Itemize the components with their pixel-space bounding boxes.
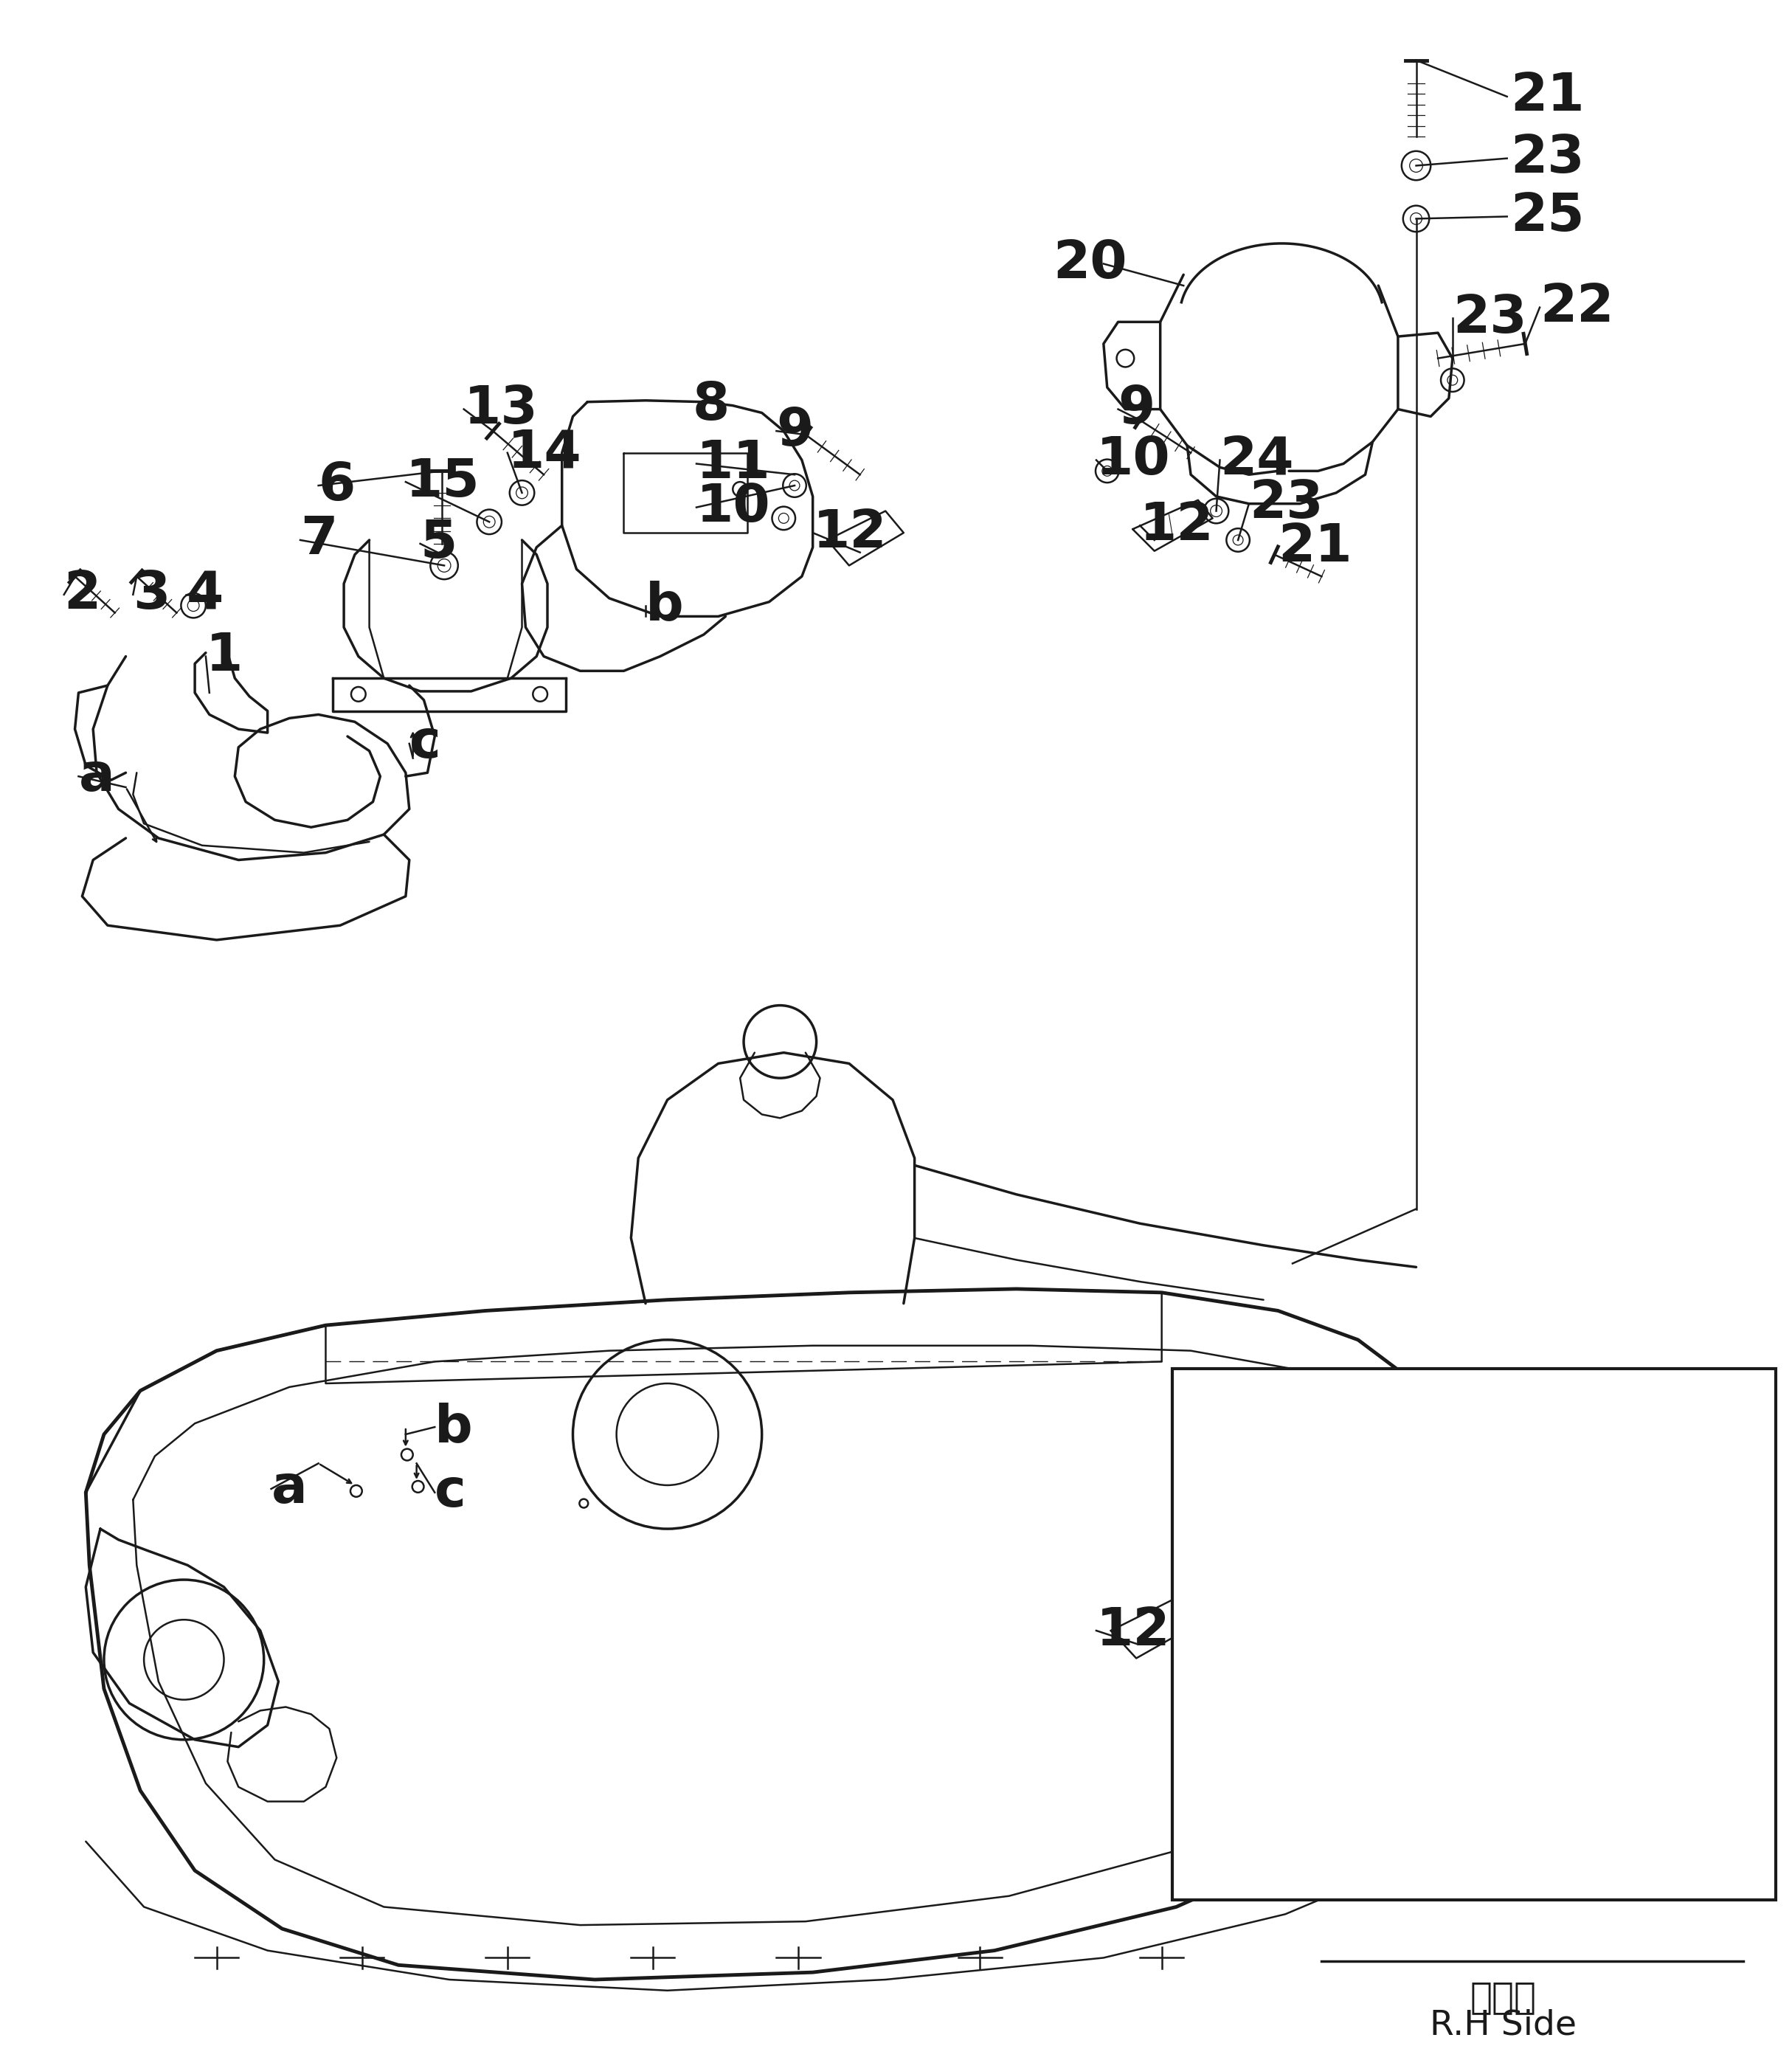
Text: 12: 12	[1097, 1606, 1170, 1655]
Text: 12: 12	[1140, 499, 1215, 550]
Text: 16: 16	[1620, 1561, 1693, 1612]
Text: 6: 6	[319, 460, 355, 512]
Text: 22: 22	[1539, 282, 1615, 333]
Text: a: a	[79, 751, 115, 802]
Text: 11: 11	[697, 438, 771, 489]
Text: 19: 19	[1620, 1508, 1693, 1557]
Text: c: c	[435, 1467, 466, 1518]
Text: 4: 4	[186, 569, 224, 620]
Text: 21: 21	[1278, 522, 1353, 573]
Text: 24: 24	[1220, 434, 1294, 485]
Text: 1: 1	[206, 630, 244, 681]
Text: 10: 10	[1220, 1565, 1294, 1616]
Text: 8: 8	[1656, 1641, 1693, 1692]
Text: 7: 7	[301, 516, 337, 565]
Text: 8: 8	[694, 381, 729, 432]
Text: 25: 25	[1511, 190, 1584, 241]
Text: 10: 10	[697, 483, 771, 532]
Text: 10: 10	[1097, 434, 1170, 485]
Text: 14: 14	[507, 428, 582, 479]
Text: 23: 23	[1249, 479, 1322, 530]
Text: 2: 2	[65, 569, 100, 620]
Text: 12: 12	[814, 507, 887, 559]
Text: R.H Side: R.H Side	[1430, 2009, 1577, 2042]
Text: 13: 13	[1652, 1817, 1727, 1866]
Text: b: b	[645, 579, 685, 630]
Text: 15: 15	[1423, 1833, 1498, 1884]
Bar	[1172, 1369, 1776, 1899]
Text: 18: 18	[1620, 1453, 1693, 1504]
Text: 右　側: 右 側	[1469, 1981, 1536, 2015]
Text: 23: 23	[1511, 133, 1584, 184]
Text: 13: 13	[464, 385, 538, 434]
Text: b: b	[435, 1402, 473, 1453]
Text: 17: 17	[1584, 1402, 1658, 1453]
Text: 20: 20	[1052, 237, 1127, 288]
Text: 9: 9	[776, 405, 814, 456]
Text: 15: 15	[405, 456, 480, 507]
Text: 14: 14	[1584, 1794, 1658, 1845]
Text: 3: 3	[133, 569, 170, 620]
Text: 9: 9	[1118, 385, 1156, 434]
Text: a: a	[271, 1463, 306, 1514]
Text: 11: 11	[1220, 1645, 1294, 1696]
Text: 21: 21	[1511, 72, 1584, 123]
Text: 23: 23	[1453, 293, 1527, 344]
Text: 9: 9	[1183, 1510, 1220, 1561]
Text: 5: 5	[419, 518, 457, 569]
Text: c: c	[409, 718, 441, 769]
